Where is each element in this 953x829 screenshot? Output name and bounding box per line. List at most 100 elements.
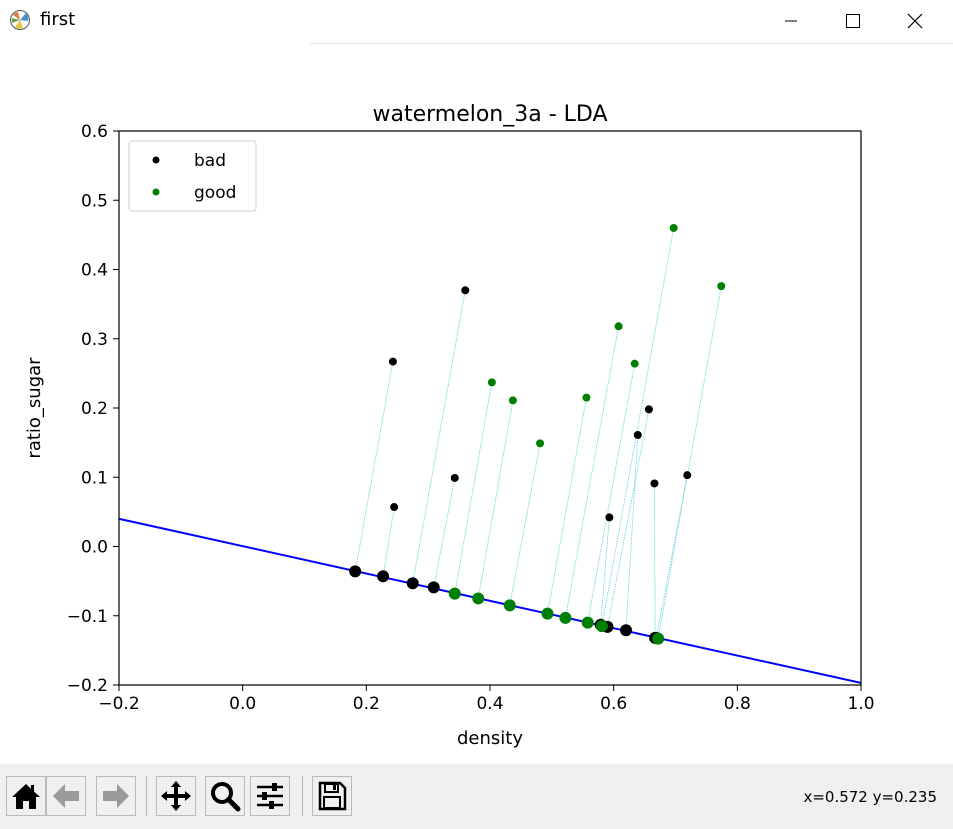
projected-point-good xyxy=(472,592,485,605)
x-axis-label: density xyxy=(457,728,523,749)
cursor-coordinates: x=0.572 y=0.235 xyxy=(803,788,937,806)
lda-projection-line xyxy=(119,517,861,684)
toolbar-separator xyxy=(302,776,303,816)
minimize-button[interactable] xyxy=(760,0,822,42)
configure-subplots-button[interactable] xyxy=(250,776,290,816)
projected-point-bad xyxy=(620,624,633,637)
projected-point-bad xyxy=(377,570,390,583)
legend-marker-good xyxy=(152,188,160,196)
data-point-good xyxy=(630,359,639,368)
projection-line xyxy=(657,286,722,639)
data-point-good xyxy=(536,439,545,448)
figure-canvas[interactable]: watermelon_3a - LDA −0.2 0.0 0.2 0.4 0.6 0.8 1.… xyxy=(0,44,953,764)
y-tick-label: 0.4 xyxy=(81,261,108,281)
projection-line xyxy=(654,483,656,638)
back-button[interactable] xyxy=(46,776,86,816)
back-icon xyxy=(53,784,79,808)
minimize-icon xyxy=(785,20,797,22)
axes-frame xyxy=(118,130,862,686)
close-button[interactable] xyxy=(884,0,946,42)
projection-line xyxy=(565,326,620,618)
configure-subplots-icon xyxy=(257,783,283,809)
x-tick-label: 0.2 xyxy=(353,694,380,714)
y-axis-label: ratio_sugar xyxy=(24,357,45,459)
pan-button[interactable] xyxy=(156,776,196,816)
data-point-good xyxy=(614,322,623,331)
legend-label-good: good xyxy=(194,183,236,203)
save-button[interactable] xyxy=(312,776,352,816)
forward-button[interactable] xyxy=(96,776,136,816)
x-tick-label: 0.0 xyxy=(229,694,256,714)
data-point-bad xyxy=(650,479,659,488)
data-point-bad xyxy=(450,473,459,482)
projection-line xyxy=(382,506,395,577)
window-titlebar: first xyxy=(0,0,953,44)
data-point-bad xyxy=(644,405,653,414)
data-point-good xyxy=(717,282,726,291)
window-title: first xyxy=(40,9,76,30)
zoom-icon xyxy=(211,782,241,812)
projected-point-good xyxy=(652,632,665,645)
x-tick-label: −0.2 xyxy=(98,694,139,714)
save-icon xyxy=(318,781,347,811)
home-icon xyxy=(12,784,40,809)
projection-line xyxy=(600,517,610,625)
projection-line xyxy=(354,361,394,572)
x-tick-label: 0.4 xyxy=(476,694,503,714)
projected-point-good xyxy=(448,587,461,600)
data-point-good xyxy=(582,393,591,402)
navigation-toolbar: x=0.572 y=0.235 xyxy=(0,764,953,829)
data-point-bad xyxy=(388,357,397,366)
projection-line xyxy=(625,434,639,631)
lda-scatter-chart[interactable]: watermelon_3a - LDA −0.2 0.0 0.2 0.4 0.6 0.8 1.… xyxy=(0,44,953,764)
projection-line xyxy=(655,475,688,638)
projection-line xyxy=(412,290,466,584)
maximize-button[interactable] xyxy=(822,0,884,42)
data-point-bad xyxy=(683,471,692,480)
data-point-good xyxy=(508,396,517,405)
data-point-bad xyxy=(605,513,614,522)
projected-point-bad xyxy=(349,565,362,578)
matplotlib-icon xyxy=(10,10,30,30)
zoom-button[interactable] xyxy=(205,776,245,816)
projected-point-good xyxy=(503,599,516,612)
y-tick-label: −0.2 xyxy=(67,676,108,696)
y-tick-label: 0.3 xyxy=(81,330,108,350)
projected-point-bad xyxy=(427,581,440,594)
projected-point-good xyxy=(581,616,594,629)
data-point-good xyxy=(669,223,678,232)
y-tick-label: 0.2 xyxy=(81,399,108,419)
projected-point-bad xyxy=(406,577,419,590)
chart-title: watermelon_3a - LDA xyxy=(372,102,607,127)
projected-point-good xyxy=(541,607,554,620)
data-point-bad xyxy=(461,286,470,295)
close-icon xyxy=(907,13,923,29)
x-tick-label: 1.0 xyxy=(847,694,874,714)
y-tick-label: 0.1 xyxy=(81,468,108,488)
legend-label-bad: bad xyxy=(194,151,226,171)
data-point-good xyxy=(487,378,496,387)
y-tick-label: 0.6 xyxy=(81,122,108,142)
maximize-icon xyxy=(846,14,860,28)
forward-icon xyxy=(103,784,129,808)
projection-line xyxy=(587,363,636,623)
projection-line xyxy=(607,409,650,627)
projection-line xyxy=(509,443,541,606)
projection-line xyxy=(433,477,456,588)
x-tick-label: 0.8 xyxy=(724,694,751,714)
data-point-bad xyxy=(390,503,399,512)
projected-point-good xyxy=(559,611,572,624)
data-point-bad xyxy=(633,431,642,440)
pan-icon xyxy=(161,781,191,811)
projection-line xyxy=(477,400,514,599)
projection-line xyxy=(454,382,493,594)
toolbar-separator xyxy=(146,776,147,816)
y-tick-label: 0.0 xyxy=(81,538,108,558)
y-tick-label: −0.1 xyxy=(67,607,108,627)
projection-line xyxy=(601,227,675,627)
y-tick-label: 0.5 xyxy=(81,191,108,211)
projection-line xyxy=(547,397,587,614)
legend-box xyxy=(128,140,257,212)
legend-marker-bad xyxy=(152,156,160,164)
home-button[interactable] xyxy=(6,776,46,816)
